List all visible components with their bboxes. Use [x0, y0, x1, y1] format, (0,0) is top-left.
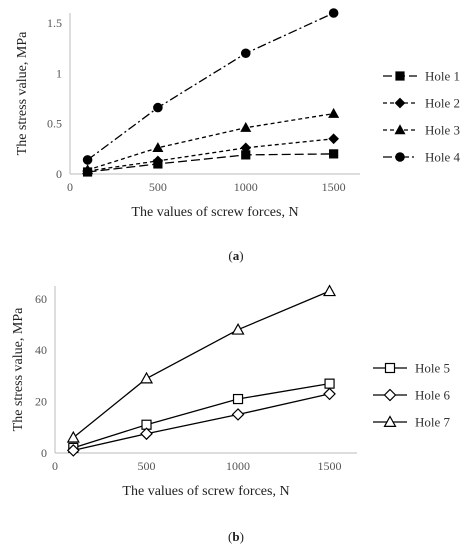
data-point	[240, 142, 252, 154]
data-point	[66, 430, 80, 443]
data-point	[328, 133, 339, 145]
legend-label: Hole 1	[425, 69, 460, 84]
series-hole-6	[66, 387, 336, 457]
legend-label: Hole 7	[415, 415, 451, 430]
legend-marker	[394, 97, 406, 109]
data-point	[231, 322, 245, 335]
chart-panel-b: 0 500 1000 1500 0 20 40 60 The values of screw f…	[11, 284, 451, 544]
series-line	[87, 138, 334, 172]
data-point	[231, 408, 245, 421]
legend-marker	[383, 415, 397, 427]
series-hole-5	[68, 378, 335, 453]
series-hole-3	[82, 107, 340, 175]
legend-label: Hole 6	[415, 388, 451, 403]
y-tick-label: 0	[56, 167, 62, 181]
y-tick-label: 0.5	[47, 117, 62, 131]
legend-marker	[395, 71, 405, 81]
legend-item: Hole 4	[383, 150, 461, 165]
series-line	[87, 153, 334, 173]
panel-label: (a)	[228, 248, 243, 263]
data-point	[240, 121, 252, 132]
y-tick-label: 1	[56, 66, 62, 80]
panel-label: (b)	[228, 529, 244, 544]
x-axis-title: The values of screw forces, N	[131, 205, 298, 220]
y-axis-title: The stress value, MPa	[15, 31, 30, 155]
legend-label: Hole 2	[425, 96, 460, 111]
data-point	[328, 107, 340, 118]
data-point	[66, 444, 80, 457]
data-point	[324, 378, 335, 389]
y-axis-title: The stress value, MPa	[11, 307, 26, 431]
x-tick-label: 1000	[226, 459, 250, 473]
x-tick-label: 500	[138, 459, 156, 473]
y-tick-label: 60	[35, 292, 47, 306]
data-point	[82, 155, 93, 165]
data-point	[82, 164, 94, 175]
legend-marker	[394, 124, 406, 135]
legend-marker	[395, 152, 405, 162]
legend-item: Hole 7	[373, 415, 451, 430]
legend-marker	[384, 362, 396, 374]
data-point	[323, 284, 337, 297]
legend-label: Hole 4	[425, 150, 461, 165]
legend-label: Hole 5	[415, 361, 450, 376]
chart-panel-a: 0 500 1000 1500 0 0.5 1 1.5 The values of screw …	[15, 8, 461, 263]
data-point	[329, 149, 339, 159]
legend-item: Hole 5	[373, 361, 450, 376]
x-tick-label: 0	[52, 459, 58, 473]
legend-item: Hole 6	[373, 388, 451, 403]
series-hole-1	[82, 149, 339, 177]
data-point	[152, 142, 164, 153]
series-line	[73, 382, 330, 449]
data-point	[240, 48, 251, 59]
y-tick-label: 1.5	[47, 16, 62, 30]
series-hole-4	[82, 8, 339, 165]
x-tick-label: 1500	[322, 180, 346, 194]
data-point	[328, 8, 339, 18]
x-tick-label: 500	[149, 180, 167, 194]
x-tick-label: 0	[67, 180, 73, 194]
data-point	[140, 427, 153, 441]
data-point	[139, 371, 154, 384]
legend-label: Hole 3	[425, 123, 460, 138]
x-tick-label: 1000	[234, 180, 258, 194]
series-line	[87, 112, 334, 171]
data-point	[323, 387, 336, 401]
legend-item: Hole 1	[383, 69, 460, 84]
legend-marker	[383, 388, 397, 402]
legend-item: Hole 2	[383, 96, 460, 111]
data-point	[152, 155, 164, 167]
data-point	[153, 102, 163, 113]
y-tick-label: 20	[35, 395, 47, 409]
y-tick-label: 0	[41, 446, 47, 460]
series-hole-7	[66, 284, 337, 443]
x-axis-title: The values of screw forces, N	[122, 484, 289, 499]
data-point	[232, 393, 244, 405]
y-tick-label: 40	[35, 343, 47, 357]
series-line	[73, 393, 330, 452]
series-line	[87, 12, 334, 161]
x-tick-label: 1500	[318, 459, 342, 473]
legend-item: Hole 3	[383, 123, 460, 138]
series-line	[72, 290, 330, 439]
